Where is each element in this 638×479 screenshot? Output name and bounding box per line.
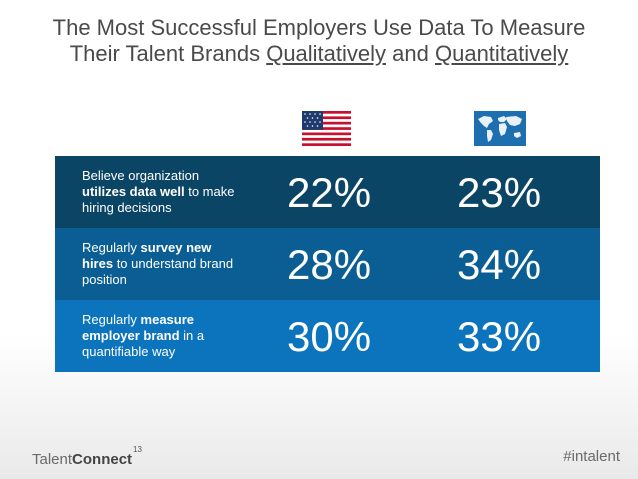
stat-row-survey-new-hires: Regularly survey new hires to understand… [55,228,600,300]
global-percentage: 33% [457,313,542,360]
row-description: Regularly survey new hires to understand… [82,240,242,288]
logo-light-text: Talent [32,451,73,468]
title-qualitatively: Qualitatively [266,41,387,66]
global-percentage: 34% [457,241,542,288]
title-line-2-prefix: Their Talent Brands [69,41,267,66]
us-percentage: 28% [287,241,372,288]
us-flag-icon [302,111,351,146]
row-desc-pre: Believe organization [82,168,200,183]
logo-superscript: 13 [133,445,142,454]
row-desc-post: to make hiring decisions [82,184,235,215]
row-desc-bold: measure employer brand [82,312,195,343]
row-desc-bold: utilizes data well [82,184,185,199]
row-desc-pre: Regularly [82,312,141,327]
us-percentage: 30% [287,313,372,360]
stat-row-data-utilization: Believe organization utilizes data well t… [55,156,600,228]
title-line-2: Their Talent Brands Qualitatively and Qu… [0,41,638,67]
global-percentage: 23% [457,169,542,216]
slide-title: The Most Successful Employers Use Data T… [0,15,638,67]
talent-connect-logo: TalentConnect13 [32,445,142,469]
row-description: Regularly measure employer brand in a qu… [82,312,242,360]
title-line-2-mid: and [386,41,435,66]
title-quantitatively: Quantitatively [434,41,569,66]
row-desc-post: to understand brand position [82,256,234,287]
row-desc-pre: Regularly [82,240,141,255]
world-map-icon [474,111,526,146]
row-description: Believe organization utilizes data well t… [82,168,242,216]
logo-bold-text: Connect [72,451,133,468]
hashtag: #intalent [563,448,620,465]
row-desc-bold: survey new hires [82,240,212,271]
stat-row-measure-employer-brand: Regularly measure employer brand in a qu… [55,300,600,372]
us-percentage: 22% [287,169,372,216]
row-desc-post: in a quantifiable way [82,328,205,359]
title-line-1: The Most Successful Employers Use Data T… [52,15,586,40]
